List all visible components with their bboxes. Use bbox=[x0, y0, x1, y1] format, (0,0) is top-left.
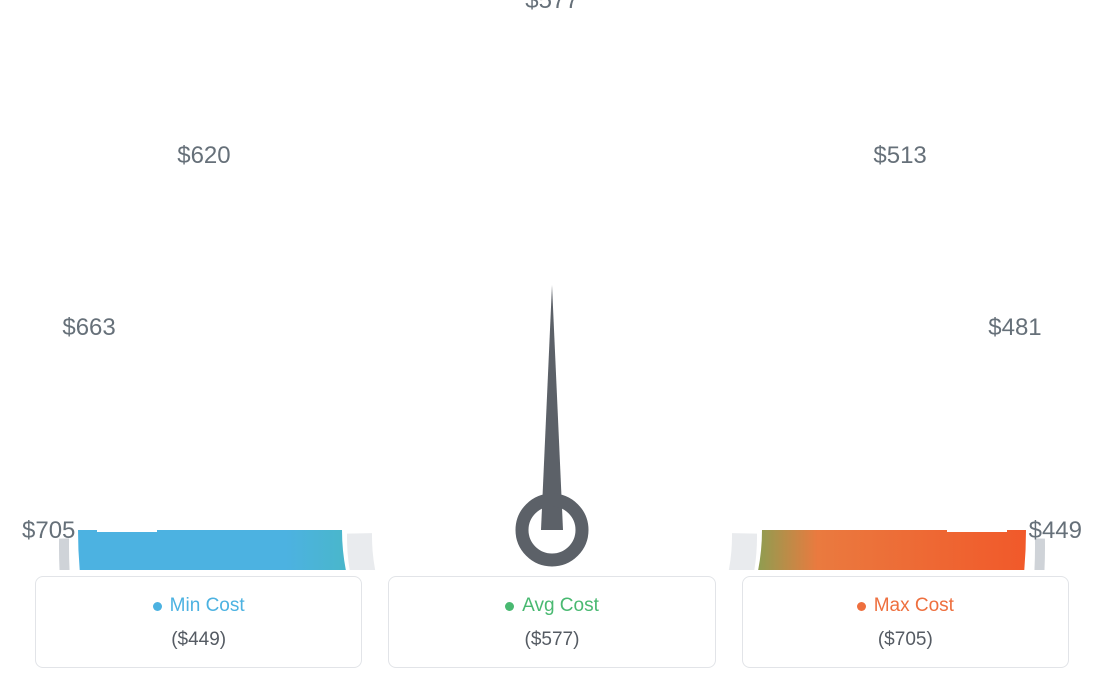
svg-text:$449: $449 bbox=[1029, 517, 1082, 544]
avg-cost-label: Avg Cost bbox=[522, 595, 599, 617]
avg-cost-value: ($577) bbox=[399, 629, 704, 651]
svg-text:$620: $620 bbox=[177, 142, 230, 169]
max-dot-icon bbox=[857, 602, 866, 611]
min-cost-value: ($449) bbox=[46, 629, 351, 651]
max-cost-card: Max Cost ($705) bbox=[742, 576, 1069, 668]
gauge-svg: $449 $481 $513 $577 $620 $663 $705 bbox=[0, 0, 1104, 570]
cost-cards-row: Min Cost ($449) Avg Cost ($577) Max Cost… bbox=[35, 576, 1069, 668]
avg-cost-head: Avg Cost bbox=[505, 595, 599, 617]
avg-cost-card: Avg Cost ($577) bbox=[388, 576, 715, 668]
min-cost-head: Min Cost bbox=[153, 595, 245, 617]
min-cost-label: Min Cost bbox=[170, 595, 245, 617]
avg-dot-icon bbox=[505, 602, 514, 611]
svg-text:$513: $513 bbox=[873, 142, 926, 169]
svg-text:$577: $577 bbox=[525, 0, 578, 14]
max-cost-head: Max Cost bbox=[857, 595, 954, 617]
max-cost-value: ($705) bbox=[753, 629, 1058, 651]
svg-text:$705: $705 bbox=[22, 517, 75, 544]
svg-text:$663: $663 bbox=[62, 314, 115, 341]
svg-text:$481: $481 bbox=[988, 314, 1041, 341]
min-cost-card: Min Cost ($449) bbox=[35, 576, 362, 668]
max-cost-label: Max Cost bbox=[874, 595, 954, 617]
gauge-chart: $449 $481 $513 $577 $620 $663 $705 bbox=[0, 0, 1104, 570]
min-dot-icon bbox=[153, 602, 162, 611]
